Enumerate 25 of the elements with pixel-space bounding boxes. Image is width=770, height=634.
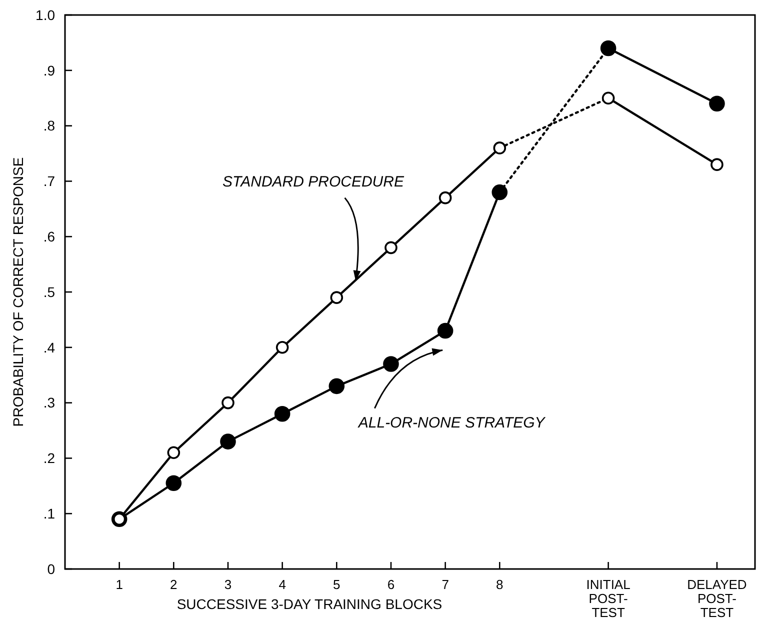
y-tick-label: 0	[47, 560, 56, 577]
y-tick-label: .7	[43, 173, 56, 190]
x-tick-label: 7	[442, 577, 449, 592]
y-tick-label: 1.0	[36, 6, 56, 23]
series-label: ALL-OR-NONE STRATEGY	[357, 414, 546, 432]
y-tick-label: .6	[43, 228, 56, 244]
y-tick-label: .1	[43, 506, 56, 522]
y-tick-label: .4	[43, 339, 56, 356]
x-tick-label: 8	[496, 577, 504, 592]
text: STANDARD PROCEDURE	[222, 174, 405, 191]
x-tick-label: INITIAL POST-TEST	[586, 577, 630, 620]
x-tick-label: 4	[278, 577, 286, 592]
x-axis-title: SUCCESSIVE 3-DAY TRAINING BLOCKS	[176, 596, 442, 612]
y-tick-label: .2	[43, 450, 56, 466]
y-tick-label: .5	[43, 284, 56, 300]
x-tick-label: 6	[387, 577, 395, 592]
y-tick-label: .8	[43, 118, 56, 134]
y-axis-title: PROBABILITY OF CORRECT RESPONSE	[10, 157, 26, 427]
x-tick-label: DELAYED POST-TEST	[687, 577, 747, 620]
x-tick-label: 1	[116, 577, 123, 592]
y-tick-label: .3	[43, 394, 56, 411]
x-tick-label: 3	[224, 577, 232, 592]
x-tick-label: 2	[170, 577, 178, 592]
y-tick-label: .9	[43, 62, 56, 78]
x-tick-label: 5	[333, 577, 340, 592]
